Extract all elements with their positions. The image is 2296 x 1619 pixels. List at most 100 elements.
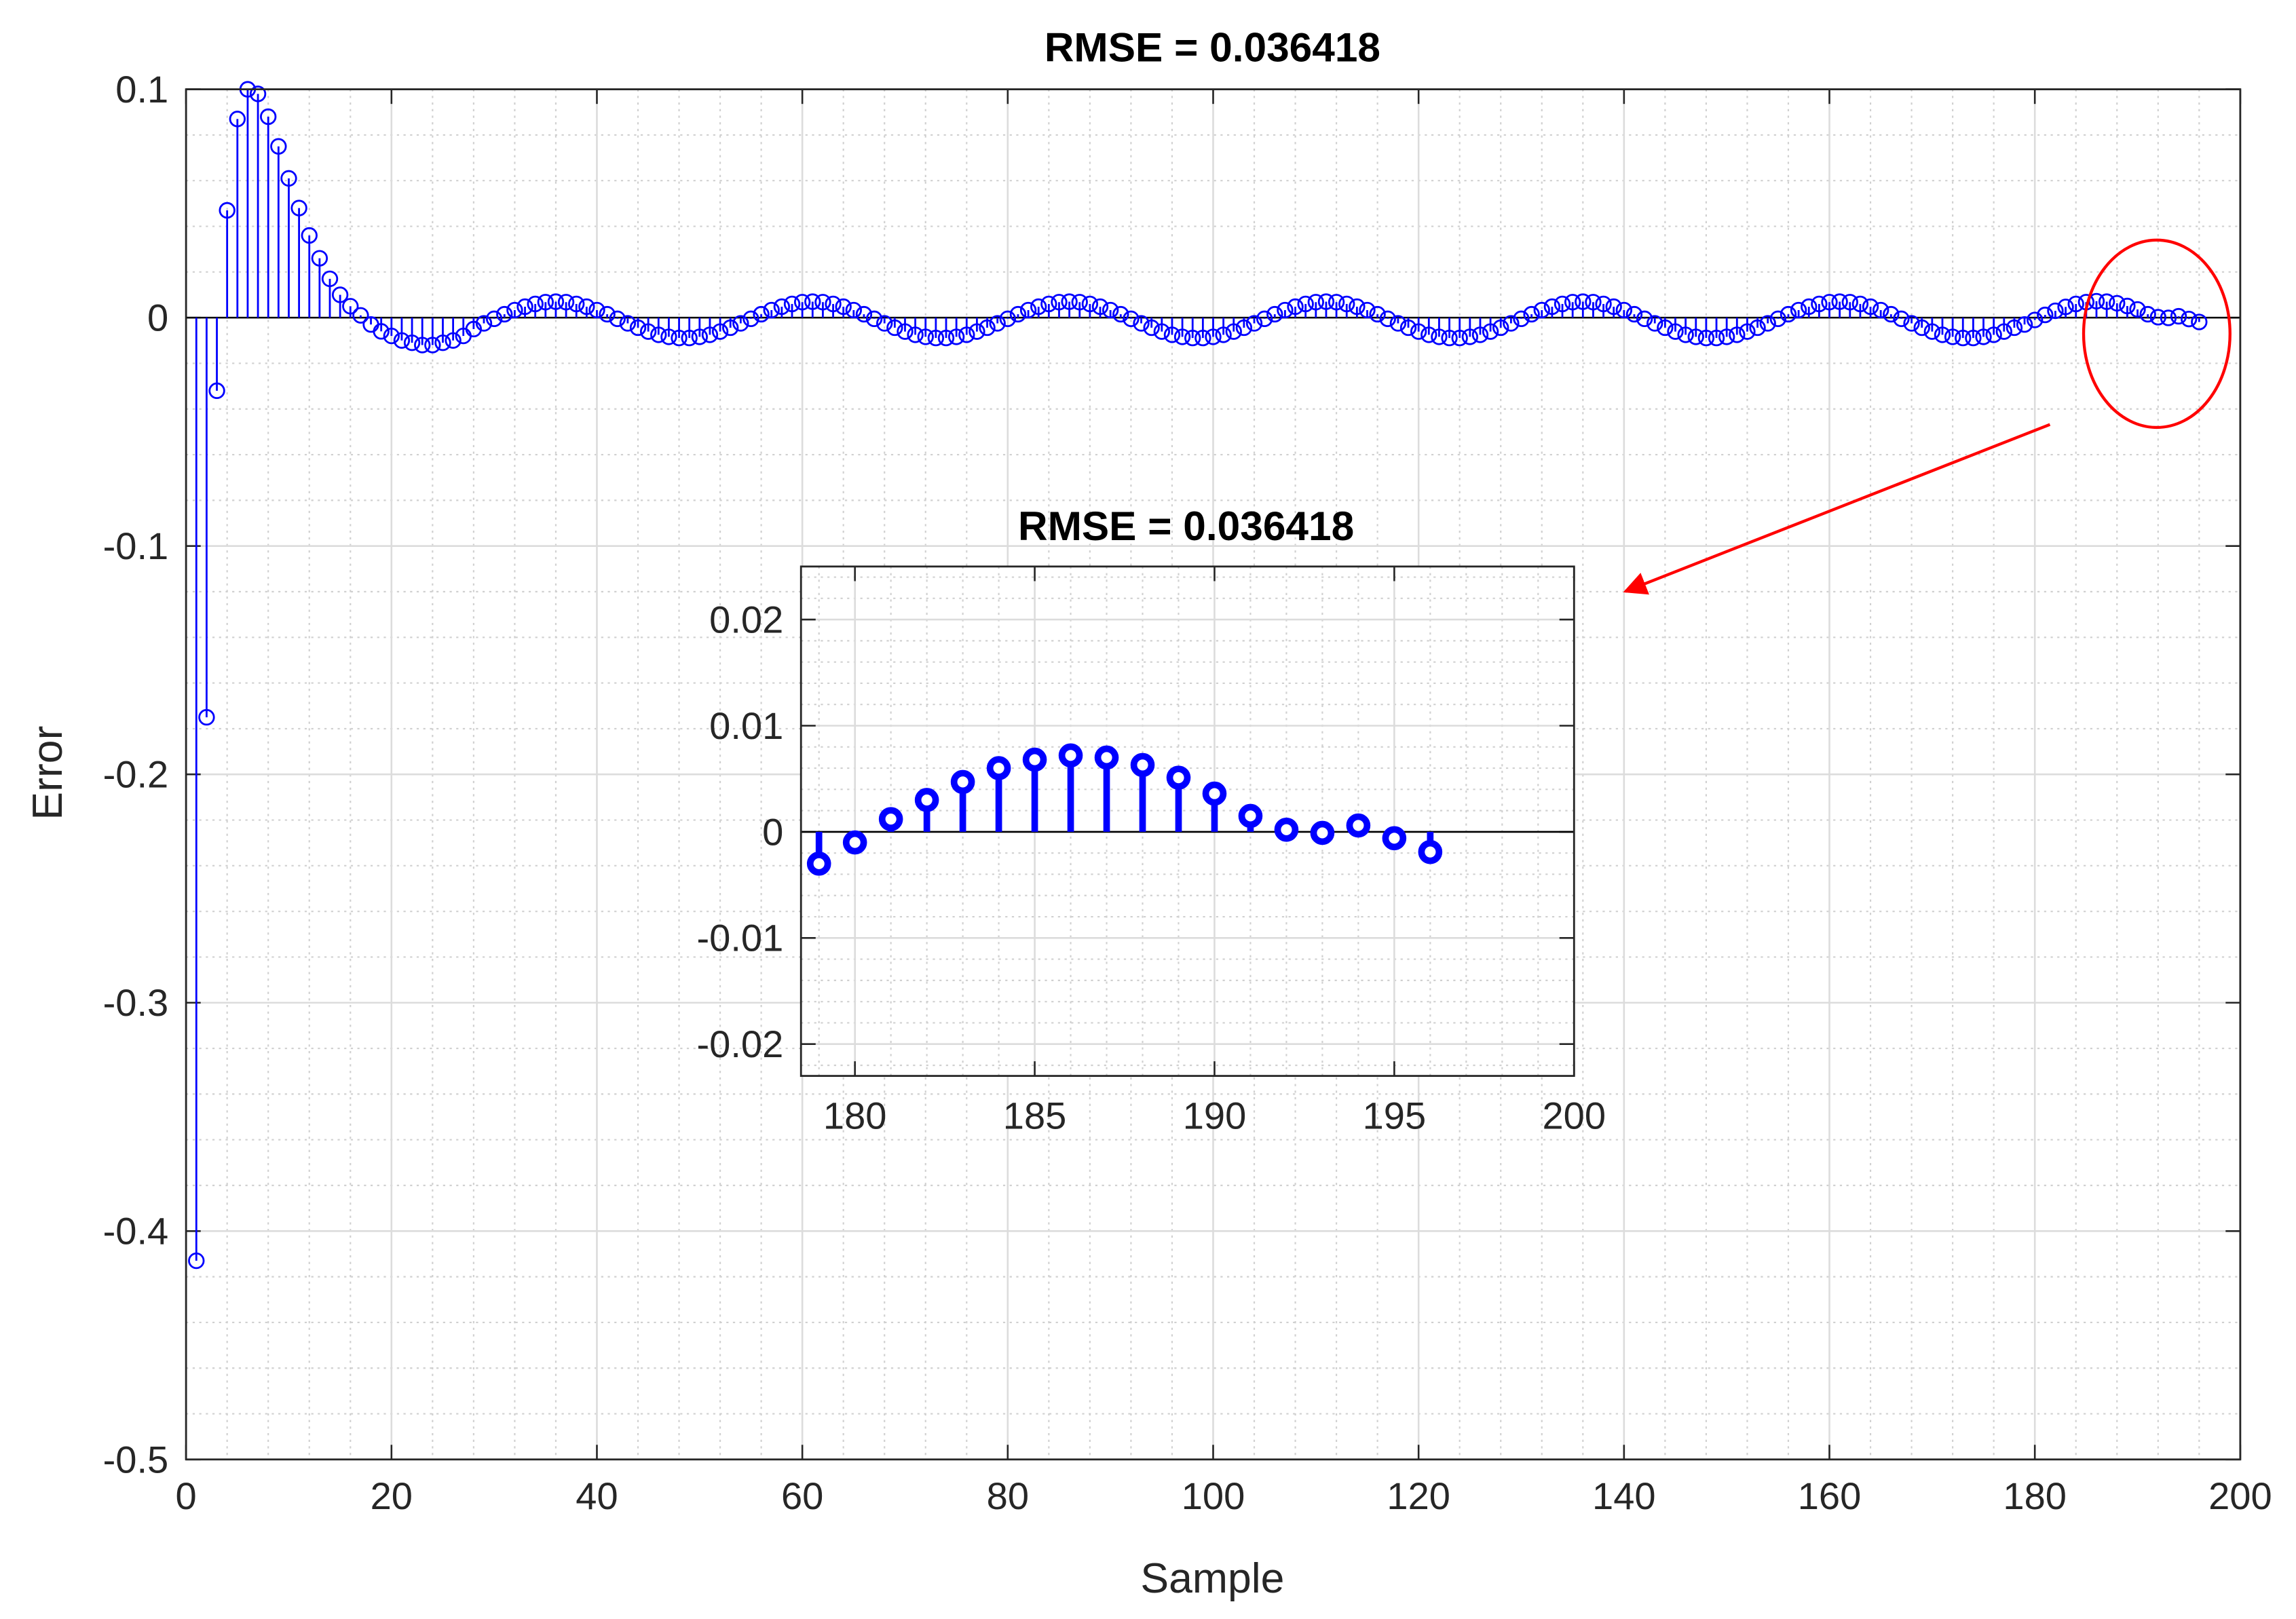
stem-marker — [1821, 294, 1838, 311]
main-axes: 0 20 40 60 80 100 120 140 160 180 200 -0.5 -0.4 -0.3 -… — [103, 68, 2272, 1517]
stem-marker — [1022, 747, 1047, 772]
stem-marker — [373, 323, 390, 340]
stem-marker — [260, 108, 277, 126]
stem-marker — [2067, 295, 2084, 313]
stem-marker — [527, 295, 544, 313]
stem-marker — [763, 301, 780, 319]
stem-marker — [352, 307, 369, 324]
stem-marker — [2098, 293, 2115, 310]
stem-marker — [1194, 329, 1211, 347]
stem-marker — [1708, 329, 1725, 347]
stem-marker — [1605, 298, 1622, 316]
stem-marker — [2181, 310, 2198, 328]
stem-marker — [1461, 328, 1479, 345]
stem-marker — [2057, 299, 2074, 316]
stem-marker — [280, 170, 297, 187]
stem-marker — [301, 227, 318, 244]
stem-marker — [711, 323, 729, 340]
stem-marker — [557, 294, 575, 311]
stem-marker — [958, 326, 975, 343]
stem-marker — [1184, 329, 1201, 347]
stem-marker — [1297, 295, 1314, 313]
axes-box — [799, 565, 1575, 1078]
x-tick-label: 185 — [1003, 1094, 1067, 1137]
stem-marker — [1410, 323, 1427, 340]
x-axis-label: Sample — [1140, 1555, 1284, 1602]
stem-marker — [947, 328, 965, 345]
stem-marker — [1163, 326, 1181, 343]
stem-marker — [722, 319, 739, 337]
stem-marker — [1862, 298, 1879, 316]
stem-marker — [986, 756, 1011, 780]
stem-marker — [1749, 319, 1766, 337]
stem-marker — [1739, 323, 1756, 340]
stem-marker — [547, 293, 565, 310]
stem-marker — [701, 326, 719, 343]
stem-marker — [1831, 293, 1848, 310]
stem-marker — [321, 270, 339, 288]
stem-marker — [732, 315, 749, 332]
stem-marker — [1019, 301, 1037, 319]
y-tick-label: 0 — [147, 297, 168, 339]
stem-marker — [588, 301, 605, 319]
stem-marker — [311, 250, 328, 267]
y-tick-label: -0.2 — [103, 753, 169, 796]
stem-marker — [753, 305, 770, 323]
stem-marker — [1923, 323, 1941, 340]
y-tick-label: 0 — [762, 810, 783, 853]
stem-marker — [1102, 301, 1119, 319]
stem-marker — [917, 328, 934, 345]
stem-marker — [979, 319, 996, 337]
stem-marker — [1503, 315, 1520, 332]
stem-marker — [578, 298, 595, 316]
stem-marker — [989, 315, 1006, 332]
stem-marker — [2191, 313, 2208, 330]
stem-marker — [855, 305, 873, 323]
stem-marker — [1677, 326, 1694, 343]
stem-marker — [2160, 309, 2177, 326]
stem-marker — [1872, 301, 1889, 319]
stem-marker — [804, 293, 821, 310]
stem-marker — [249, 85, 267, 102]
stem-marker — [1274, 817, 1299, 842]
stem-marker — [842, 830, 867, 855]
stem-marker — [506, 301, 523, 319]
stem-marker — [914, 788, 939, 812]
stem-marker — [1215, 326, 1232, 343]
x-tick-label: 190 — [1183, 1094, 1247, 1137]
stem-marker — [2119, 297, 2136, 315]
y-tick-label: 0.01 — [709, 704, 783, 747]
stem-marker — [383, 327, 400, 345]
stem-marker — [1955, 329, 1972, 347]
stem-marker — [1389, 315, 1407, 332]
stem-marker — [1801, 298, 1818, 316]
stem-marker — [691, 328, 709, 345]
stem-marker — [188, 1252, 205, 1270]
x-tick-label: 200 — [1542, 1094, 1606, 1137]
stem-marker — [793, 294, 811, 311]
stem-marker — [496, 305, 513, 323]
inset-axes: 180 185 190 195 200 -0.02 -0.01 0 0.01 0.02 — [696, 565, 1606, 1137]
axes-box — [185, 88, 2242, 1461]
stem-marker — [1934, 326, 1951, 343]
stem-marker — [2047, 302, 2064, 320]
stem-marker — [937, 329, 955, 347]
plot-area — [801, 566, 1575, 1076]
stem-marker — [886, 319, 903, 337]
stem-marker — [660, 328, 677, 345]
stem-marker — [1471, 326, 1489, 343]
stem-marker — [1369, 305, 1386, 323]
stem-marker — [1338, 295, 1355, 313]
highlight-ellipse — [2082, 238, 2232, 430]
stem-marker — [619, 315, 637, 332]
stem-marker — [208, 382, 225, 400]
stem-marker — [897, 323, 914, 340]
inset-title: RMSE = 0.036418 — [1018, 503, 1354, 549]
stem-marker — [434, 334, 451, 351]
stem-marker — [1256, 310, 1273, 328]
x-tick-label: 195 — [1363, 1094, 1427, 1137]
stem-marker — [783, 295, 801, 313]
stem-marker — [1985, 326, 2002, 343]
stem-marker — [1418, 839, 1443, 864]
